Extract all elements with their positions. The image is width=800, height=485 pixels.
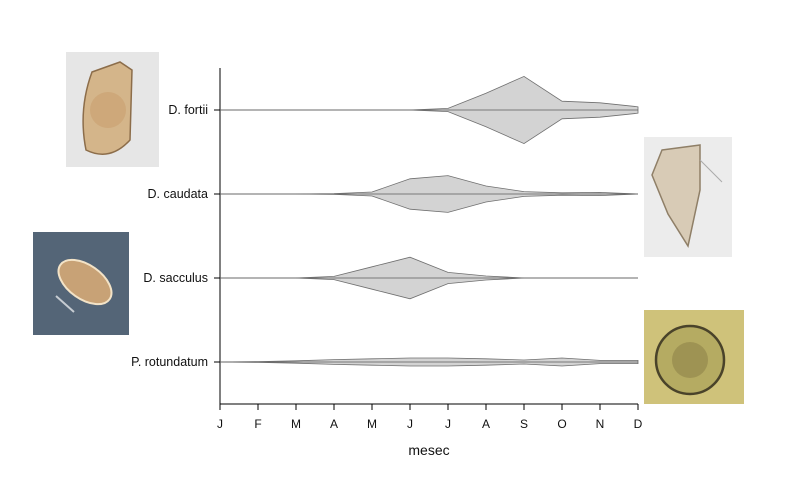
micrograph-d-sacculus xyxy=(33,232,129,335)
x-tick-label: J xyxy=(445,417,451,431)
x-tick-label: J xyxy=(217,417,223,431)
x-tick-label: F xyxy=(254,417,261,431)
series-row: D. caudata xyxy=(148,175,639,213)
series-label: D. caudata xyxy=(148,187,209,201)
violin-rows: D. fortii D. caudata D. sacculus P. rotunda… xyxy=(131,75,639,369)
series-row: D. sacculus xyxy=(143,256,638,300)
series-label: D. fortii xyxy=(168,103,208,117)
x-tick-label: M xyxy=(367,417,377,431)
series-label: D. sacculus xyxy=(143,271,208,285)
x-tick-label: N xyxy=(596,417,605,431)
x-tick-label: O xyxy=(557,417,566,431)
x-tick-label: A xyxy=(482,417,490,431)
x-tick-label: S xyxy=(520,417,528,431)
x-tick-label: M xyxy=(291,417,301,431)
x-tick-label: A xyxy=(330,417,338,431)
x-tick-label: J xyxy=(407,417,413,431)
series-row: D. fortii xyxy=(168,75,639,145)
series-label: P. rotundatum xyxy=(131,355,208,369)
series-row: P. rotundatum xyxy=(131,355,639,369)
x-tick-label: D xyxy=(634,417,643,431)
micrograph-d-caudata xyxy=(644,137,732,257)
micrograph-p-rotundatum xyxy=(644,310,744,404)
micrograph-d-fortii xyxy=(66,52,159,167)
x-axis-title: mesec xyxy=(408,442,449,458)
